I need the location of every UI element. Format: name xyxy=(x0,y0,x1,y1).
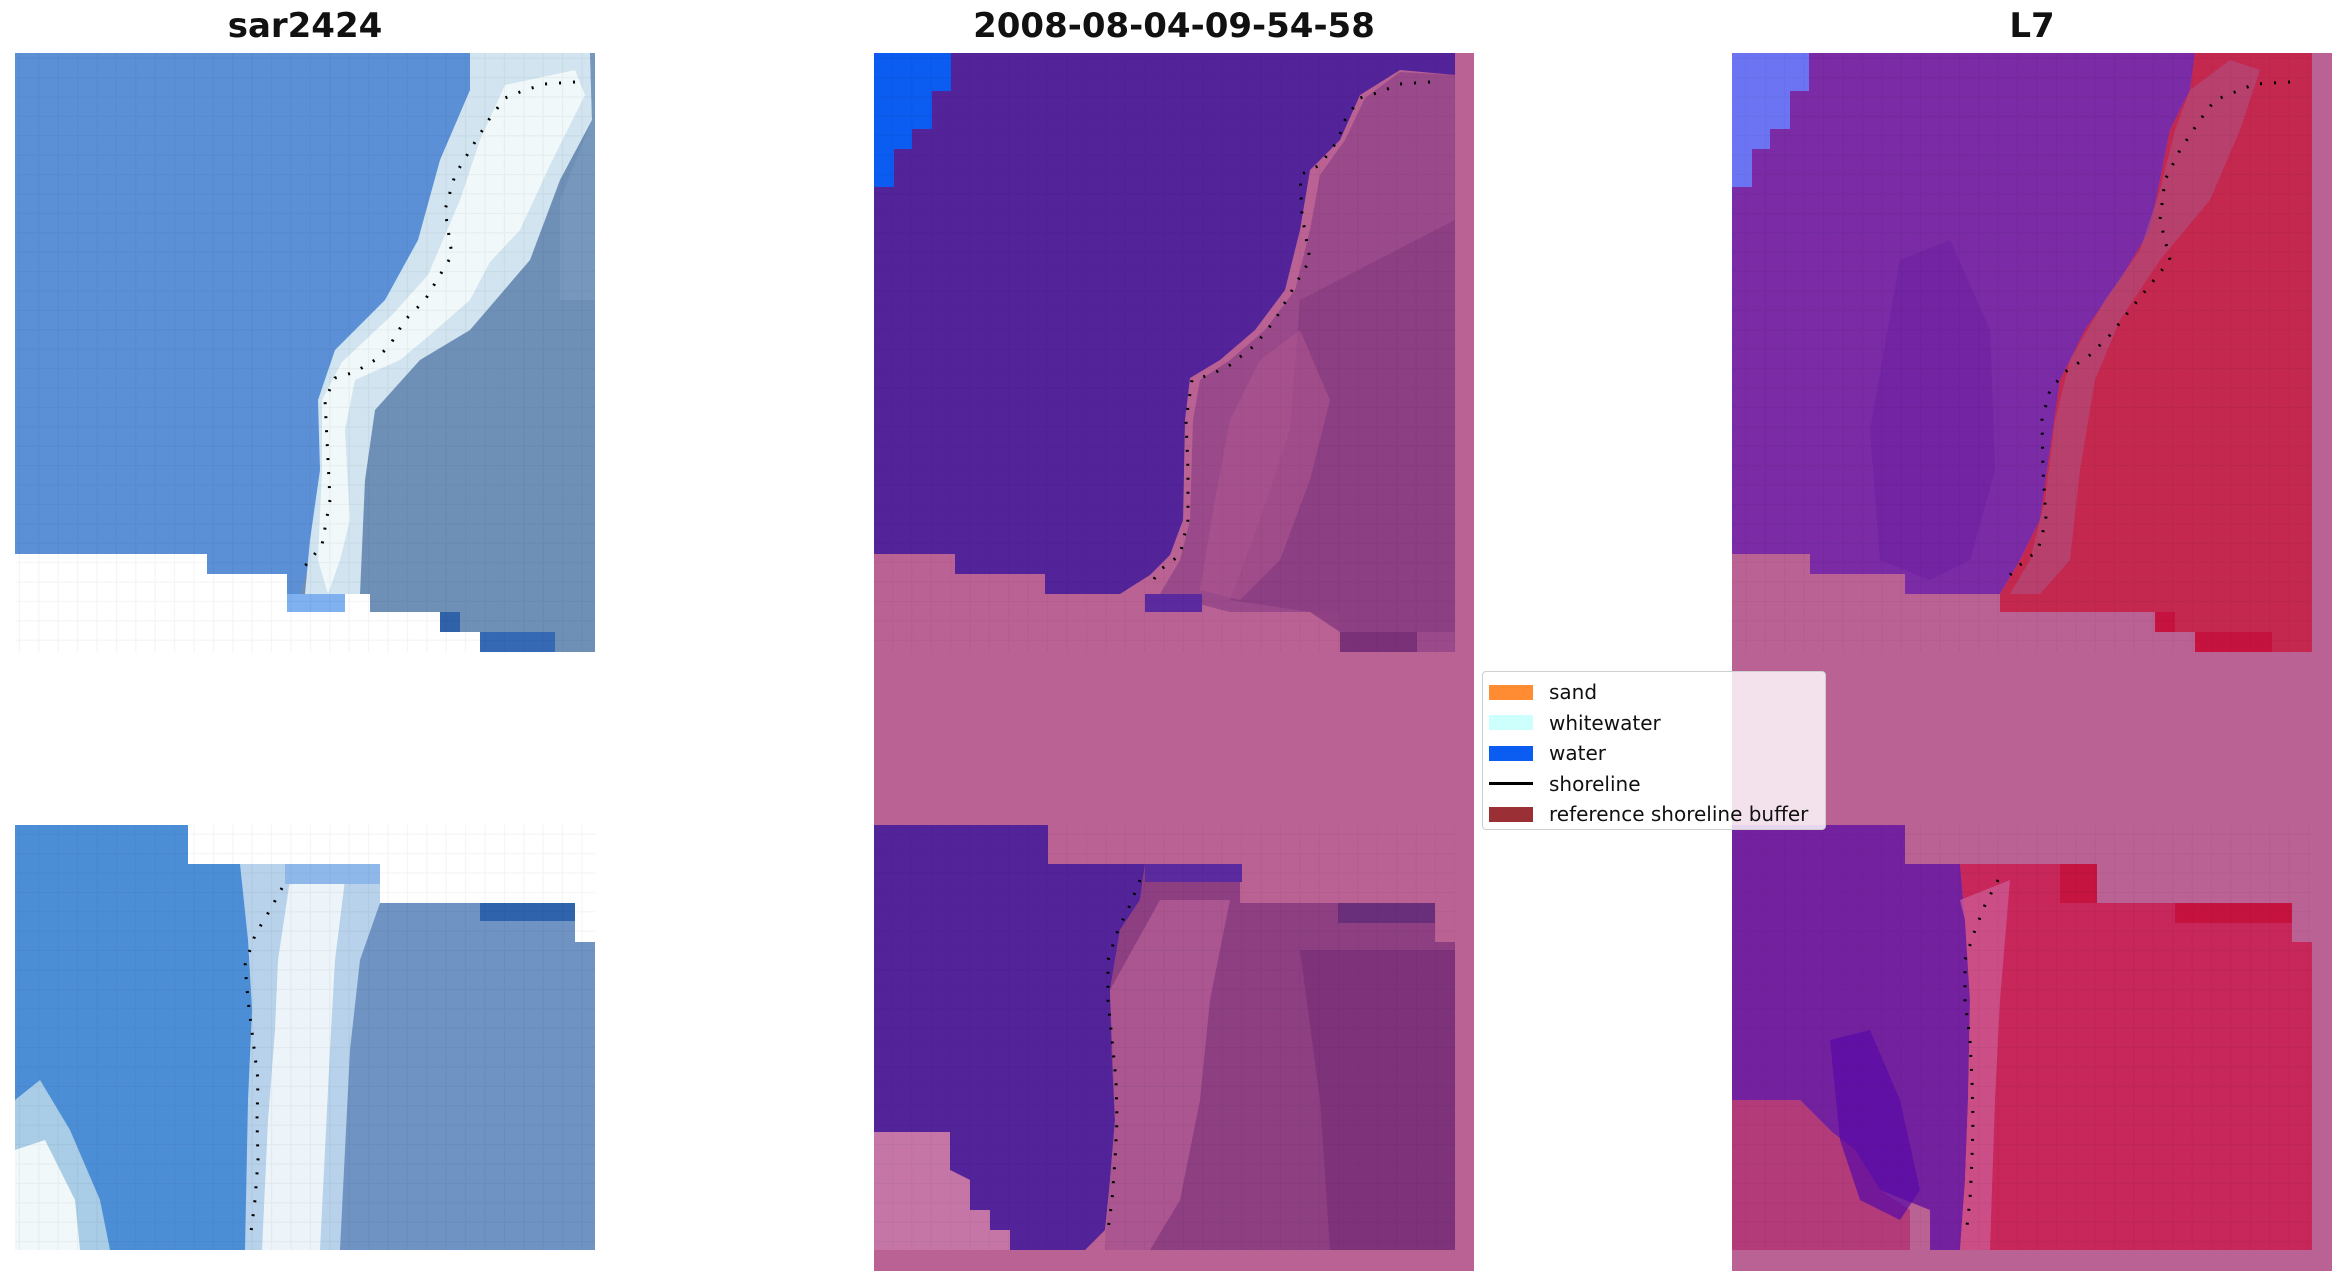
l7-index-panel xyxy=(1732,53,2332,1271)
legend-label: reference shoreline buffer xyxy=(1549,802,1809,827)
legend-swatch-water xyxy=(1489,745,1533,761)
classification-upper xyxy=(874,53,1455,652)
panel-title-classification: 2008-08-04-09-54-58 xyxy=(973,6,1375,46)
shoreline-l7-upper xyxy=(2003,80,2291,582)
rgb-image-panel xyxy=(15,53,595,1250)
legend-swatch-reference-buffer xyxy=(1489,806,1533,822)
legend-item-shoreline: shoreline xyxy=(1489,769,1819,800)
legend-label: whitewater xyxy=(1549,710,1661,735)
legend: sand whitewater water shoreline referenc… xyxy=(1482,671,1826,830)
legend-swatch-whitewater xyxy=(1489,715,1533,731)
legend-item-water: water xyxy=(1489,738,1819,769)
legend-line-shoreline xyxy=(1489,782,1533,786)
l7-index-upper xyxy=(1732,53,2312,652)
legend-item-sand: sand xyxy=(1489,677,1819,708)
shoreline-rgb-upper xyxy=(298,80,576,573)
legend-swatch-sand xyxy=(1489,684,1533,700)
rgb-image-lower xyxy=(15,825,595,1250)
shoreline-class-upper xyxy=(1148,80,1431,586)
classification-lower xyxy=(874,825,1455,1250)
rgb-image-upper xyxy=(15,53,595,652)
legend-label: water xyxy=(1549,741,1606,766)
panel-title-ndwi: L7 xyxy=(2009,6,2055,46)
shoreline-rgb-lower xyxy=(243,887,284,1241)
legend-label: shoreline xyxy=(1549,771,1641,796)
classification-panel xyxy=(874,53,1474,1271)
legend-label: sand xyxy=(1549,680,1598,705)
legend-item-whitewater: whitewater xyxy=(1489,708,1819,739)
legend-item-reference-buffer: reference shoreline buffer xyxy=(1489,799,1819,830)
panel-title-rgb: sar2424 xyxy=(227,6,383,46)
l7-index-lower xyxy=(1732,825,2312,1250)
